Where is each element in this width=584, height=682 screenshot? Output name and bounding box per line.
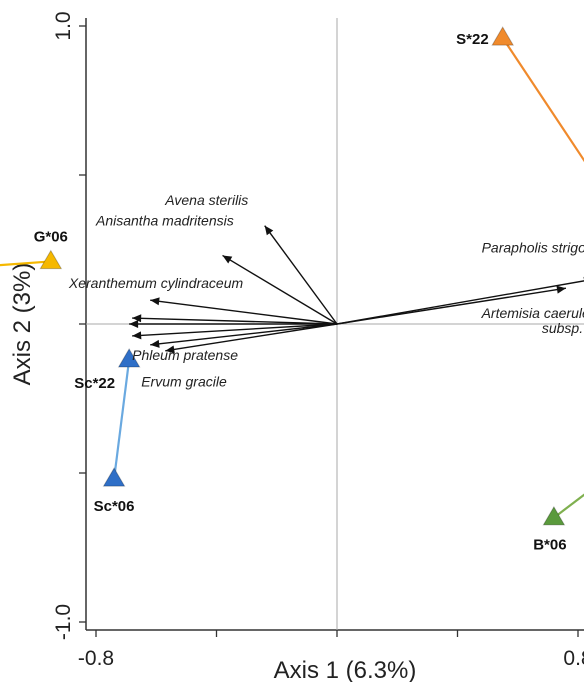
site-marker bbox=[117, 347, 141, 368]
species-arrowhead bbox=[132, 331, 142, 340]
species-arrowhead bbox=[222, 255, 233, 264]
species-arrowhead bbox=[264, 225, 274, 236]
species-label: Anisantha madritensis bbox=[95, 213, 234, 229]
x-axis-title: Axis 1 (6.3%) bbox=[274, 657, 417, 682]
species-arrowhead bbox=[165, 345, 175, 354]
species-arrows bbox=[129, 225, 584, 354]
site-marker bbox=[491, 26, 515, 46]
site-marker bbox=[542, 505, 566, 526]
species-arrow bbox=[336, 287, 567, 325]
species-label: Artemisia caerulescens bbox=[481, 305, 584, 321]
site-label: G*06 bbox=[34, 228, 68, 245]
species-label: Xeranthemum cylindraceum bbox=[68, 275, 244, 291]
species-label: Phleum pratense bbox=[132, 347, 238, 363]
species-arrow bbox=[336, 280, 584, 325]
species-label: Avena sterilis bbox=[164, 192, 248, 208]
species-arrow bbox=[132, 323, 338, 337]
y-tick-label: 1.0 bbox=[52, 11, 75, 40]
species-label: Parapholis strigosa bbox=[482, 239, 584, 255]
species-arrow bbox=[150, 323, 338, 346]
species-arrowhead bbox=[150, 297, 160, 306]
trajectory-line bbox=[0, 260, 51, 267]
x-tick-label: 0.8 bbox=[563, 647, 584, 670]
labels: S*22S*06G*22G*06Sc*22Sc*06B*22B*06Avena … bbox=[34, 31, 584, 554]
site-label: Sc*06 bbox=[94, 498, 135, 515]
species-arrow bbox=[150, 299, 338, 325]
site-label: Sc*22 bbox=[74, 375, 115, 392]
trajectory-line bbox=[112, 359, 131, 480]
species-arrowhead bbox=[132, 314, 142, 323]
trajectory-line bbox=[501, 37, 584, 163]
y-tick-label: -1.0 bbox=[52, 604, 75, 640]
species-arrow bbox=[165, 323, 338, 352]
site-label: S*22 bbox=[456, 31, 489, 48]
site-label: B*06 bbox=[533, 537, 566, 554]
axes: 1.0 -1.0-0.8 0.8 Axis 1 (6.3%) Axis 2 (3%) bbox=[9, 11, 584, 682]
species-arrowhead bbox=[150, 339, 160, 348]
species-label: Ervum gracile bbox=[141, 374, 227, 390]
species-arrowhead bbox=[129, 320, 139, 328]
site-marker bbox=[39, 249, 63, 270]
species-arrow bbox=[132, 317, 338, 325]
species-arrow bbox=[222, 254, 338, 325]
species-arrow bbox=[264, 225, 338, 325]
site-marker bbox=[102, 467, 126, 487]
species-arrowhead bbox=[556, 285, 566, 294]
trajectories bbox=[0, 37, 584, 519]
species-label: subsp. cretacea bbox=[542, 320, 584, 336]
y-axis-title: Axis 2 (3%) bbox=[9, 263, 36, 386]
sites bbox=[39, 26, 566, 526]
x-tick-label: -0.8 bbox=[78, 647, 114, 670]
trajectory-line bbox=[553, 493, 584, 519]
